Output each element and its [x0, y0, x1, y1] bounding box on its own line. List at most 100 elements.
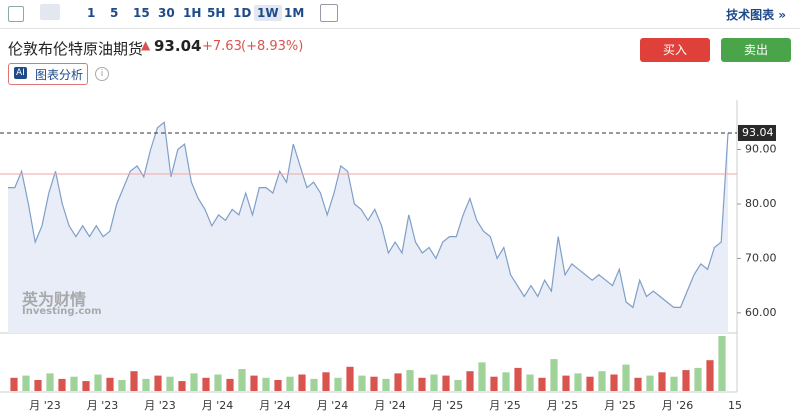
line-icon[interactable]: [40, 4, 60, 20]
x-tick-label: 月 '23: [144, 399, 176, 412]
volume-bar: [382, 378, 390, 391]
info-icon[interactable]: i: [95, 67, 109, 81]
interval-button[interactable]: 1W: [254, 5, 282, 21]
volume-bar: [202, 377, 210, 391]
interval-button[interactable]: 30: [158, 6, 175, 20]
volume-bar: [610, 374, 618, 391]
volume-bar: [178, 381, 186, 391]
volume-bar: [502, 372, 510, 391]
volume-bar: [298, 374, 306, 391]
x-tick-label: 月 '25: [604, 399, 636, 412]
volume-bar: [310, 378, 318, 391]
volume-bar: [226, 378, 234, 391]
volume-bar: [22, 375, 30, 391]
volume-bar: [142, 378, 150, 391]
price: 93.04: [154, 37, 202, 55]
x-tick-label: 月 '25: [432, 399, 464, 412]
volume-bar: [214, 374, 222, 391]
y-tick-label: 60.00: [745, 306, 777, 319]
volume-bar: [106, 377, 114, 391]
interval-button[interactable]: 1D: [233, 6, 252, 20]
x-tick-label: 月 '25: [489, 399, 521, 412]
volume-bar: [574, 373, 582, 391]
volume-bar: [238, 369, 246, 391]
interval-button[interactable]: 15: [133, 6, 150, 20]
volume-bar: [346, 366, 354, 391]
volume-bar: [10, 377, 18, 391]
up-arrow: ▲: [141, 38, 151, 52]
volume-bar: [82, 381, 90, 391]
sell-button[interactable]: 卖出: [721, 38, 791, 62]
volume-bar: [514, 367, 522, 391]
ai-button[interactable]: AI 图表分析: [8, 63, 88, 85]
volume-bar: [70, 376, 78, 391]
interval-button[interactable]: 5H: [207, 6, 226, 20]
x-tick-label: 月 '23: [87, 399, 119, 412]
volume-bar: [34, 380, 42, 391]
volume-bar: [598, 371, 606, 391]
volume-bar: [490, 376, 498, 391]
volume-bar: [718, 336, 726, 391]
volume-bar: [694, 367, 702, 391]
volume-bar: [406, 370, 414, 391]
volume-bar: [562, 375, 570, 391]
volume-bar: [586, 376, 594, 391]
volume-bar: [670, 376, 678, 391]
change: +7.63: [202, 39, 242, 54]
volume-bar: [442, 375, 450, 391]
area: [8, 122, 728, 333]
watermark-cn: 英为财情: [22, 290, 87, 309]
x-tick-label: 月 '23: [29, 399, 61, 412]
x-tick-label: 月 '26: [662, 399, 694, 412]
volume-bar: [118, 380, 126, 391]
layout-icon[interactable]: [320, 4, 338, 22]
volume-bar: [706, 360, 714, 391]
volume-bar: [58, 378, 66, 391]
price-tag-label: 93.04: [742, 126, 774, 139]
volume-bar: [682, 370, 690, 391]
volume-bar: [658, 372, 666, 391]
volume-bar: [286, 376, 294, 391]
volume-bar: [190, 373, 198, 391]
x-tick-label: 月 '24: [259, 399, 291, 412]
volume-bar: [538, 377, 546, 391]
x-tick-label: 月 '24: [374, 399, 406, 412]
interval-button[interactable]: 1M: [284, 6, 305, 20]
change-pct: (+8.93%): [241, 39, 304, 54]
volume-bar: [322, 372, 330, 391]
buy-button[interactable]: 买入: [640, 38, 710, 62]
x-tick-label: 月 '25: [547, 399, 579, 412]
volume-bar: [466, 371, 474, 391]
ai-badge: AI: [14, 67, 27, 79]
volume-bar: [262, 377, 270, 391]
x-tick-label: 月 '24: [317, 399, 349, 412]
interval-button[interactable]: 1: [87, 6, 96, 20]
x-tick-label: 月 '24: [202, 399, 234, 412]
volume-bar: [454, 380, 462, 391]
y-tick-label: 90.00: [745, 143, 777, 156]
volume-bar: [130, 371, 138, 391]
volume-bar: [634, 377, 642, 391]
y-tick-label: 70.00: [745, 251, 777, 264]
volume-bar: [334, 377, 342, 391]
volume-bar: [94, 374, 102, 391]
candle-icon[interactable]: [8, 6, 24, 22]
instrument-name: 伦敦布伦特原油期货: [8, 40, 144, 58]
tech-chart-link[interactable]: 技术图表 »: [726, 8, 786, 22]
volume-bar: [274, 380, 282, 391]
volume-bar: [646, 375, 654, 391]
volume-bar: [370, 376, 378, 391]
volume-bar: [622, 364, 630, 391]
y-tick-label: 80.00: [745, 197, 777, 210]
toolbar: 技术图表 » 1 5 15 30 1H 5H 1D 1W 1M: [0, 0, 800, 29]
volume-bar: [358, 375, 366, 391]
volume-bar: [418, 377, 426, 391]
volume-bar: [166, 376, 174, 391]
interval-button[interactable]: 1H: [183, 6, 202, 20]
volume-bar: [526, 374, 534, 391]
watermark-en: Investing.com: [22, 306, 102, 317]
ai-label: 图表分析: [35, 68, 84, 82]
interval-button[interactable]: 5: [110, 6, 119, 20]
price-line: [8, 121, 729, 309]
